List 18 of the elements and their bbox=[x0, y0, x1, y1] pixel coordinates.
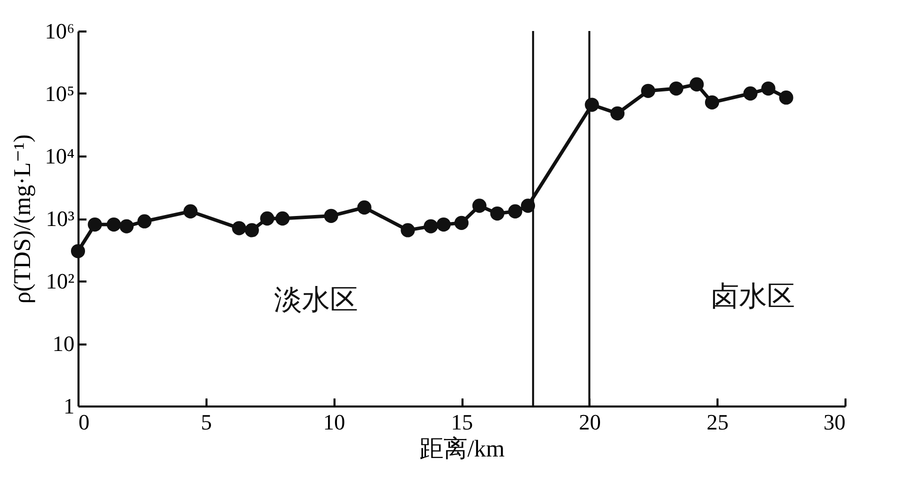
y-tick-label: 10 bbox=[52, 331, 74, 356]
x-tick-label: 20 bbox=[578, 410, 601, 434]
annotation: 淡水区 bbox=[274, 285, 358, 316]
y-tick-label: 10² bbox=[46, 268, 75, 294]
y-tick-label: 10⁶ bbox=[44, 18, 74, 44]
y-tick-label: 1 bbox=[64, 394, 74, 418]
y-axis-title: ρ(TDS)/(mg·L⁻¹) bbox=[10, 134, 36, 304]
x-axis-title: 距离/km bbox=[419, 436, 505, 462]
x-tick-label: 10 bbox=[323, 410, 346, 434]
x-tick-label: 30 bbox=[824, 410, 846, 434]
x-tick-label: 15 bbox=[451, 410, 473, 434]
y-tick-label: 10⁴ bbox=[44, 144, 75, 168]
x-tick-label: 25 bbox=[706, 410, 729, 434]
y-tick-label: 10⁵ bbox=[44, 81, 74, 106]
x-tick-label: 5 bbox=[200, 410, 212, 434]
y-tick-label: 10³ bbox=[46, 206, 75, 231]
annotation: 卤水区 bbox=[710, 281, 795, 312]
x-tick-label: 0 bbox=[78, 410, 90, 434]
